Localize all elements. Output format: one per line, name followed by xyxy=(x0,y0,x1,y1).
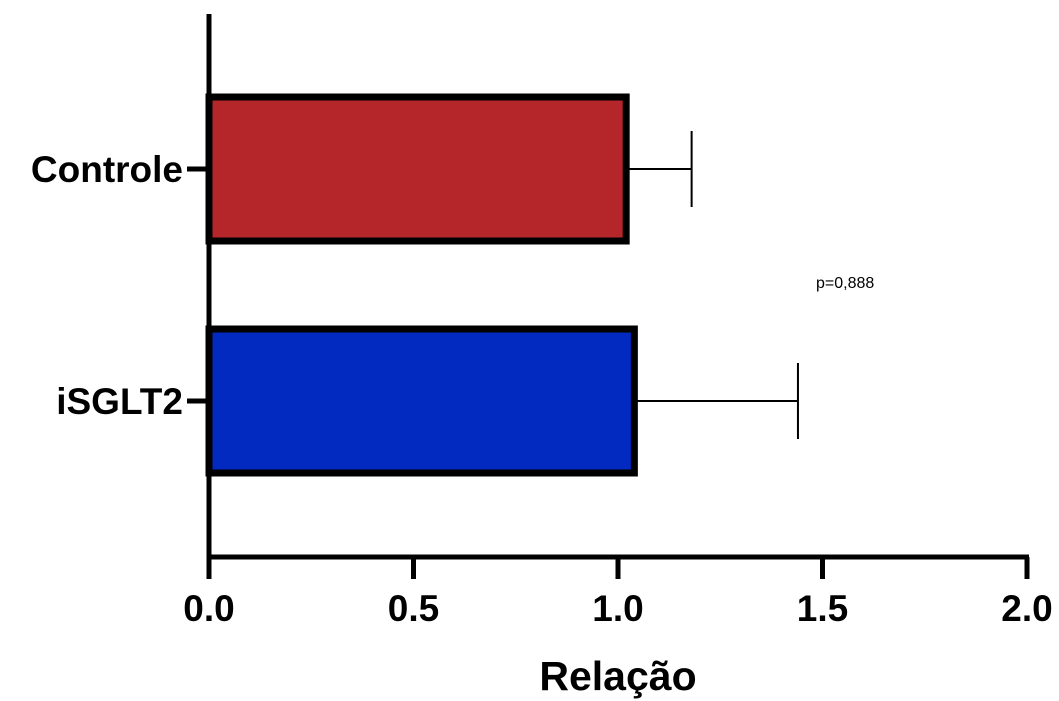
category-label-isglt2: iSGLT2 xyxy=(56,381,183,422)
x-tick-label-3: 1.5 xyxy=(797,588,848,629)
x-tick-label-4: 2.0 xyxy=(1001,588,1052,629)
x-ticks-layer: 0.0 0.5 1.0 1.5 2.0 xyxy=(183,557,1053,629)
bars-layer xyxy=(205,93,638,477)
x-tick-label-1: 0.5 xyxy=(388,588,439,629)
category-labels-layer: Controle iSGLT2 xyxy=(31,149,209,422)
bar-isglt2 xyxy=(205,325,638,477)
p-value-annotation: p=0,888 xyxy=(816,275,874,292)
error-bars-layer xyxy=(626,131,799,439)
x-tick-label-0: 0.0 xyxy=(183,588,234,629)
bar-controle xyxy=(205,93,630,245)
x-tick-label-2: 1.0 xyxy=(592,588,643,629)
category-label-controle: Controle xyxy=(31,149,183,190)
x-axis-title: Relação xyxy=(539,653,696,699)
